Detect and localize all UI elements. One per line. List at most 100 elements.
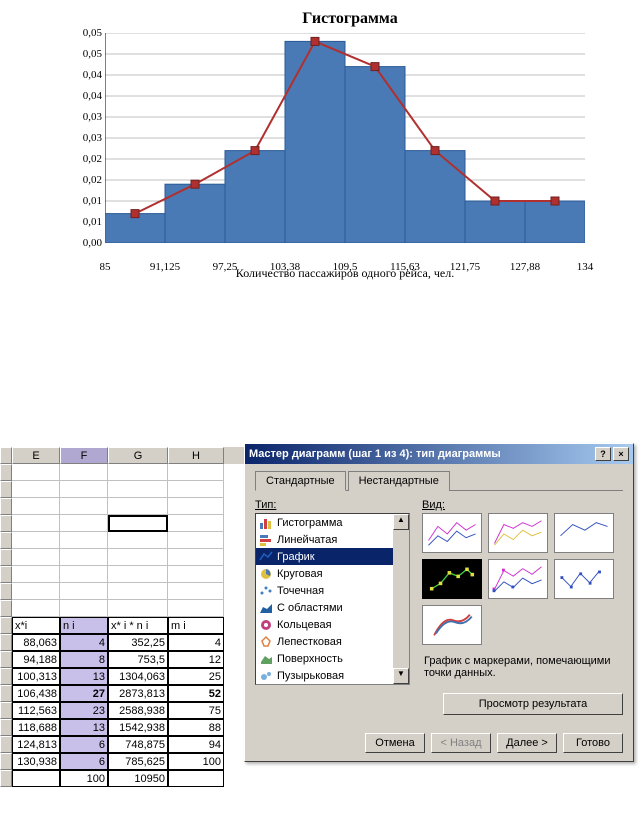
chart-subtype-thumb[interactable]	[554, 559, 614, 599]
cell[interactable]: 4	[168, 634, 224, 651]
cell[interactable]: 352,25	[108, 634, 168, 651]
cell[interactable]	[12, 481, 60, 498]
cell[interactable]: 1304,063	[108, 668, 168, 685]
cell[interactable]	[108, 464, 168, 481]
spreadsheet[interactable]: EFGH x*in ix* i * n im i88,0634352,25494…	[0, 447, 250, 787]
cell[interactable]: 106,438	[12, 685, 60, 702]
column-header[interactable]: F	[60, 447, 108, 464]
cell[interactable]: 52	[168, 685, 224, 702]
chart-type-list[interactable]: ГистограммаЛинейчатаяГрафикКруговаяТочеч…	[255, 513, 410, 685]
cell[interactable]: 100	[60, 770, 108, 787]
chart-type-item[interactable]: Поверхность	[256, 650, 409, 667]
cell[interactable]: 785,625	[108, 753, 168, 770]
cell[interactable]: 1542,938	[108, 719, 168, 736]
cell[interactable]	[108, 549, 168, 566]
cell[interactable]: 124,813	[12, 736, 60, 753]
cell[interactable]	[12, 583, 60, 600]
chart-subtype-thumb[interactable]	[488, 513, 548, 553]
cell[interactable]	[108, 566, 168, 583]
cell[interactable]	[168, 464, 224, 481]
cell[interactable]	[60, 498, 108, 515]
cell[interactable]: 118,688	[12, 719, 60, 736]
cell[interactable]	[60, 549, 108, 566]
cell[interactable]	[168, 583, 224, 600]
dialog-titlebar[interactable]: Мастер диаграмм (шаг 1 из 4): тип диагра…	[245, 444, 633, 464]
cell[interactable]	[108, 532, 168, 549]
cell[interactable]	[12, 464, 60, 481]
cell[interactable]: 94	[168, 736, 224, 753]
cancel-button[interactable]: Отмена	[365, 733, 425, 753]
cell[interactable]: 12	[168, 651, 224, 668]
cell[interactable]: 130,938	[12, 753, 60, 770]
cell[interactable]	[168, 600, 224, 617]
cell[interactable]	[60, 515, 108, 532]
chart-type-item[interactable]: Пузырьковая	[256, 667, 409, 684]
cell[interactable]: 88	[168, 719, 224, 736]
cell[interactable]: 25	[168, 668, 224, 685]
cell[interactable]: 23	[60, 702, 108, 719]
cell[interactable]: 753,5	[108, 651, 168, 668]
cell[interactable]	[12, 770, 60, 787]
chart-type-item[interactable]: Гистограмма	[256, 514, 409, 531]
cell[interactable]: 4	[60, 634, 108, 651]
cell[interactable]: 2588,938	[108, 702, 168, 719]
back-button[interactable]: < Назад	[431, 733, 491, 753]
chart-type-item[interactable]: Кольцевая	[256, 616, 409, 633]
cell[interactable]	[12, 515, 60, 532]
cell[interactable]: 2873,813	[108, 685, 168, 702]
cell[interactable]: 13	[60, 719, 108, 736]
cell[interactable]	[12, 549, 60, 566]
column-header[interactable]: H	[168, 447, 224, 464]
cell[interactable]: m i	[168, 617, 224, 634]
tab-custom[interactable]: Нестандартные	[348, 471, 450, 491]
scroll-up-button[interactable]: ▲	[393, 514, 409, 530]
cell[interactable]	[168, 549, 224, 566]
column-header[interactable]: E	[12, 447, 60, 464]
chart-type-item[interactable]: С областями	[256, 599, 409, 616]
cell[interactable]: x* i * n i	[108, 617, 168, 634]
cell[interactable]: 100	[168, 753, 224, 770]
cell[interactable]	[168, 515, 224, 532]
cell[interactable]: 6	[60, 753, 108, 770]
cell[interactable]: 75	[168, 702, 224, 719]
cell[interactable]: 8	[60, 651, 108, 668]
chart-type-item[interactable]: Лепестковая	[256, 633, 409, 650]
next-button[interactable]: Далее >	[497, 733, 557, 753]
chart-subtype-thumb[interactable]	[422, 605, 482, 645]
cell[interactable]	[168, 498, 224, 515]
help-button[interactable]: ?	[595, 447, 611, 461]
cell[interactable]: 6	[60, 736, 108, 753]
cell[interactable]	[108, 481, 168, 498]
cell[interactable]: n i	[60, 617, 108, 634]
chart-subtype-thumb[interactable]	[422, 513, 482, 553]
cell[interactable]: 112,563	[12, 702, 60, 719]
cell[interactable]: 10950	[108, 770, 168, 787]
chart-type-item[interactable]: График	[256, 548, 409, 565]
cell[interactable]	[60, 566, 108, 583]
cell[interactable]	[12, 600, 60, 617]
cell[interactable]	[60, 583, 108, 600]
cell[interactable]: 748,875	[108, 736, 168, 753]
scrollbar[interactable]: ▲ ▼	[393, 514, 409, 684]
close-button[interactable]: ×	[613, 447, 629, 461]
cell[interactable]	[108, 600, 168, 617]
cell[interactable]: x*i	[12, 617, 60, 634]
cell[interactable]: 88,063	[12, 634, 60, 651]
chart-type-item[interactable]: Точечная	[256, 582, 409, 599]
cell[interactable]: 27	[60, 685, 108, 702]
cell[interactable]	[12, 566, 60, 583]
cell[interactable]: 13	[60, 668, 108, 685]
cell[interactable]	[108, 583, 168, 600]
chart-subtype-thumb[interactable]	[554, 513, 614, 553]
cell[interactable]	[168, 532, 224, 549]
chart-type-item[interactable]: Линейчатая	[256, 531, 409, 548]
chart-subtype-thumb[interactable]	[488, 559, 548, 599]
cell[interactable]	[168, 481, 224, 498]
cell[interactable]: 94,188	[12, 651, 60, 668]
tab-standard[interactable]: Стандартные	[255, 471, 346, 491]
cell[interactable]	[108, 515, 168, 532]
cell[interactable]	[12, 498, 60, 515]
cell[interactable]	[60, 481, 108, 498]
cell[interactable]	[60, 464, 108, 481]
column-header[interactable]: G	[108, 447, 168, 464]
